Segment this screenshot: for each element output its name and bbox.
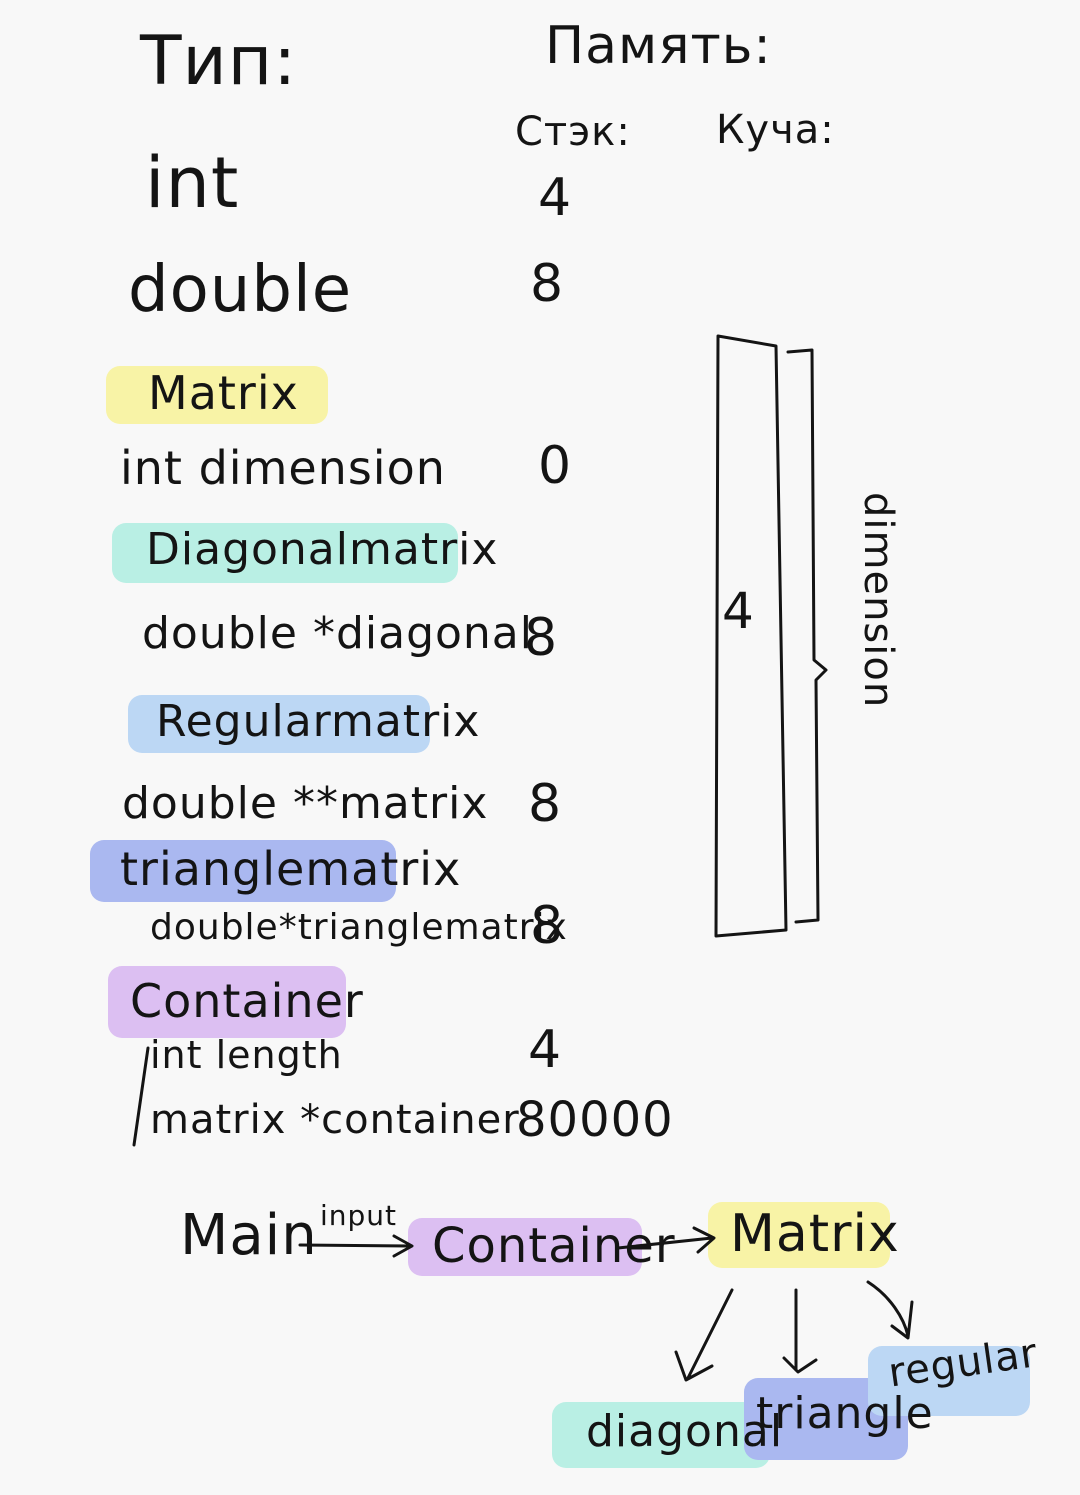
- row-value-double-diagonal: 8: [524, 608, 559, 668]
- heading-type: Тип:: [140, 22, 298, 101]
- row-label-diagonalmatrix: Diagonalmatrix: [146, 524, 499, 575]
- row-label-int-dimension: int dimension: [120, 441, 446, 495]
- row-value-int-length: 4: [528, 1020, 563, 1080]
- highlight-matrix: [106, 366, 328, 424]
- arrow-main-to-container: [298, 1234, 414, 1258]
- flow-container: Container: [432, 1218, 676, 1274]
- row-label-matrix-container: matrix *container: [150, 1097, 520, 1143]
- heading-memory: Память:: [545, 16, 772, 76]
- row-value-matrix-container: 80000: [516, 1092, 674, 1148]
- heading-heap: Куча:: [716, 107, 835, 153]
- row-label-double-diagonal: double *diagonal: [142, 608, 533, 659]
- highlight-trianglematrix: [90, 840, 396, 902]
- row-label-int: int: [145, 142, 240, 224]
- flow-child-diagonal: diagonal: [586, 1406, 784, 1457]
- heading-stack: Стэк:: [515, 109, 631, 155]
- row-label-double-trianglematrix: double*trianglematrix: [150, 907, 568, 948]
- highlight-flow-container: [408, 1218, 642, 1276]
- arrow-container-to-matrix: [616, 1226, 716, 1254]
- row-value-double-trianglematrix: 8: [530, 896, 565, 956]
- flow-main: Main: [180, 1203, 318, 1268]
- heap-brace: [786, 348, 828, 924]
- row-label-container: Container: [130, 974, 364, 1028]
- row-label-trianglematrix: trianglematrix: [120, 842, 462, 896]
- row-value-double: 8: [530, 254, 565, 314]
- row-label-regularmatrix: Regularmatrix: [156, 696, 481, 747]
- row-label-double: double: [128, 253, 353, 327]
- row-label-double-matrix: double **matrix: [122, 778, 489, 829]
- flow-matrix: Matrix: [730, 1204, 900, 1264]
- flow-edge-input: input: [320, 1199, 398, 1232]
- container-bracket: [132, 1046, 150, 1147]
- row-value-int: 4: [538, 168, 573, 228]
- heap-block-outline: [714, 334, 788, 938]
- highlight-diagonalmatrix: [112, 523, 458, 583]
- row-value-double-matrix: 8: [528, 774, 563, 834]
- highlight-regularmatrix: [128, 695, 430, 753]
- heap-block-value: 4: [722, 582, 755, 640]
- highlight-flow-matrix: [708, 1202, 890, 1268]
- row-value-int-dimension: 0: [538, 436, 573, 496]
- arrow-matrix-to-triangle: [782, 1288, 818, 1374]
- heap-brace-label: dimension: [855, 492, 901, 709]
- row-label-matrix: Matrix: [148, 366, 299, 420]
- highlight-flow-diagonal: [552, 1402, 770, 1468]
- arrow-matrix-to-regular: [866, 1280, 914, 1340]
- row-label-int-length: int length: [150, 1033, 343, 1077]
- highlight-flow-regular: [868, 1346, 1030, 1416]
- highlight-container: [108, 966, 346, 1038]
- arrow-matrix-to-diagonal: [674, 1288, 734, 1382]
- flow-child-triangle: triangle: [756, 1388, 934, 1439]
